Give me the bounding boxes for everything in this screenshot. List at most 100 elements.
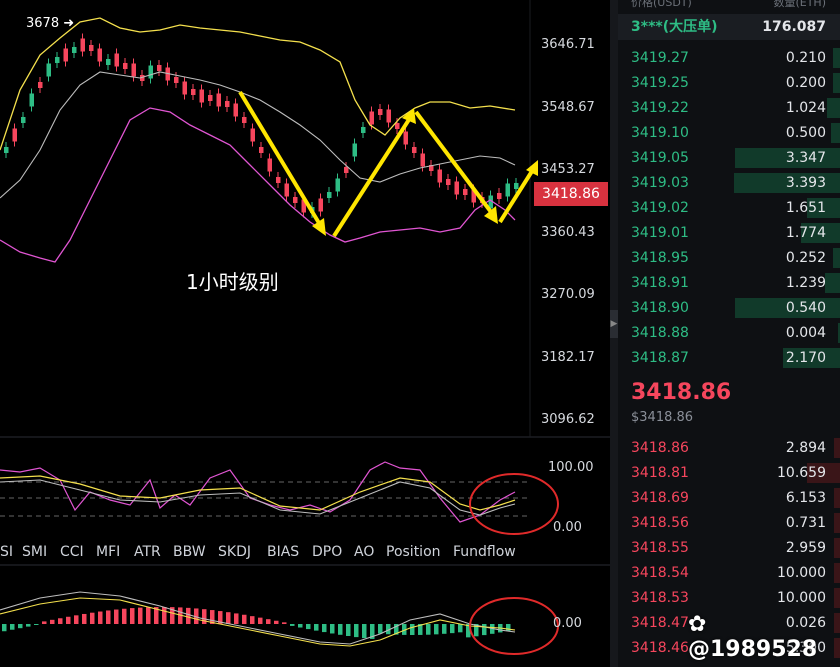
candle-body	[80, 38, 85, 52]
macd-bar	[186, 607, 191, 624]
bid-row[interactable]: 3418.90 0.540	[618, 296, 840, 320]
ask-row[interactable]: 3418.86 2.894	[618, 436, 840, 460]
bid-price: 3419.02	[631, 200, 689, 216]
tab-position[interactable]: Position	[386, 544, 441, 560]
bid-qty: 1.024	[785, 100, 826, 116]
candle-body	[403, 131, 408, 145]
macd-bar	[258, 617, 263, 624]
tab-ao[interactable]: AO	[354, 544, 375, 560]
bid-row[interactable]: 3418.91 1.239	[618, 271, 840, 295]
ask-price: 3418.47	[631, 615, 689, 631]
ask-price: 3418.56	[631, 515, 689, 531]
macd-bar	[82, 613, 87, 624]
macd-bar	[202, 609, 207, 624]
macd-bar	[290, 624, 295, 626]
tab-smi[interactable]: SMI	[22, 544, 48, 560]
tab-fundflow[interactable]: Fundflow	[453, 544, 516, 560]
ask-row[interactable]: 3418.46 5.300	[618, 636, 840, 660]
depth-bar	[825, 273, 840, 293]
bid-row[interactable]: 3419.10 0.500	[618, 121, 840, 145]
bid-row[interactable]: 3418.87 2.170	[618, 346, 840, 370]
macd-bar	[330, 624, 335, 634]
tab-dpo[interactable]: DPO	[312, 544, 343, 560]
tab-atr[interactable]: ATR	[134, 544, 161, 560]
macd-bar	[314, 624, 319, 631]
candle-body	[369, 111, 374, 125]
macd-bar	[154, 607, 159, 624]
macd-bar	[434, 624, 439, 635]
price-axis-label: 3548.67	[541, 100, 595, 115]
candle-body	[191, 89, 196, 95]
ask-price: 3418.54	[631, 565, 689, 581]
ask-row[interactable]: 3418.69 6.153	[618, 486, 840, 510]
ask-row[interactable]: 3418.56 0.731	[618, 511, 840, 535]
bid-qty: 1.239	[785, 275, 826, 291]
depth-bar	[833, 48, 840, 68]
bid-row[interactable]: 3419.02 1.651	[618, 196, 840, 220]
weibo-icon: ✿	[688, 612, 707, 637]
macd-bar	[474, 624, 479, 637]
candle-body	[242, 117, 247, 123]
macd-histogram	[2, 607, 511, 639]
candle-body	[55, 57, 60, 63]
panel-splitter[interactable]: ▶	[610, 0, 618, 667]
macd-bar	[394, 624, 399, 635]
macd-bar	[410, 624, 415, 635]
bid-qty: 0.500	[785, 125, 826, 141]
macd-bar	[354, 624, 359, 638]
bid-row[interactable]: 3418.95 0.252	[618, 246, 840, 270]
tab-cci[interactable]: CCI	[60, 544, 84, 560]
tab-mfi[interactable]: MFI	[96, 544, 121, 560]
tab-si[interactable]: SI	[0, 544, 14, 560]
tab-bias[interactable]: BIAS	[267, 544, 300, 560]
depth-bar	[834, 638, 840, 658]
kline-chart[interactable]: 3678 ➜ 1小时级别 3418.86 3646.71 3548.67 345…	[0, 0, 610, 667]
ask-row[interactable]: 3418.54 10.000	[618, 561, 840, 585]
ask-row[interactable]: 3418.55 2.959	[618, 536, 840, 560]
macd-bar	[298, 624, 303, 628]
bid-price: 3419.05	[631, 150, 689, 166]
candle-body	[199, 89, 204, 103]
bid-qty: 1.651	[785, 200, 826, 216]
bid-price: 3418.90	[631, 300, 689, 316]
collapse-arrow-icon[interactable]: ▶	[610, 310, 618, 338]
candlestick-canvas[interactable]	[0, 0, 610, 667]
macd-bar	[338, 624, 343, 635]
ask-price: 3418.46	[631, 640, 689, 656]
ask-row[interactable]: 3418.81 10.659	[618, 461, 840, 485]
depth-bar	[834, 513, 840, 533]
tab-skdj[interactable]: SKDJ	[218, 544, 251, 560]
price-axis-label: 3096.62	[541, 412, 595, 427]
bid-price: 3419.27	[631, 50, 689, 66]
last-price-usd: $3418.86	[631, 410, 694, 425]
bid-row[interactable]: 3419.05 3.347	[618, 146, 840, 170]
macd-bar	[66, 616, 71, 624]
bid-row[interactable]: 3418.88 0.004	[618, 321, 840, 345]
depth-bar	[735, 298, 840, 318]
candle-body	[318, 198, 323, 212]
ask-row[interactable]: 3418.47 0.026	[618, 611, 840, 635]
candle-body	[412, 147, 417, 153]
bollinger-upper-line	[0, 17, 516, 151]
big-order-row[interactable]: 3***(大压单) 176.087	[618, 14, 840, 40]
macd-bar	[106, 610, 111, 624]
ask-qty: 2.959	[785, 540, 826, 556]
candle-body	[233, 103, 238, 117]
candle-body	[131, 63, 136, 77]
bid-row[interactable]: 3419.01 1.774	[618, 221, 840, 245]
macd-bar	[138, 607, 143, 624]
candle-body	[327, 192, 332, 198]
depth-bar	[807, 463, 840, 483]
bollinger-mid-line	[0, 71, 516, 199]
bid-qty: 0.540	[785, 300, 826, 316]
ask-row[interactable]: 3418.53 10.000	[618, 586, 840, 610]
bid-row[interactable]: 3419.22 1.024	[618, 96, 840, 120]
bid-row[interactable]: 3419.03 3.393	[618, 171, 840, 195]
current-price-tag: 3418.86	[534, 182, 608, 206]
candle-body	[386, 109, 391, 123]
macd-bar	[178, 607, 183, 624]
bid-row[interactable]: 3419.25 0.200	[618, 71, 840, 95]
tab-bbw[interactable]: BBW	[173, 544, 206, 560]
bid-row[interactable]: 3419.27 0.210	[618, 46, 840, 70]
macd-bar	[282, 622, 287, 624]
